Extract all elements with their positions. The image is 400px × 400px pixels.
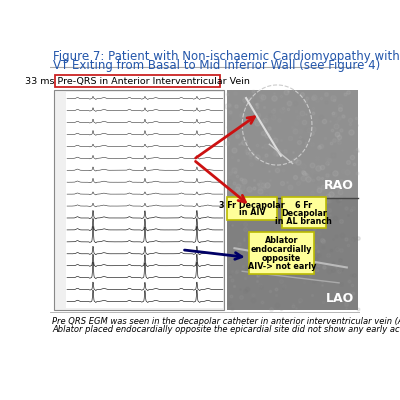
Text: Pre QRS EGM was seen in the decapolar catheter in anterior interventricular vein: Pre QRS EGM was seen in the decapolar ca… [52, 318, 400, 326]
Bar [227, 90, 358, 198]
FancyBboxPatch shape [282, 197, 326, 228]
Text: 6 Fr: 6 Fr [295, 201, 312, 210]
Bar [66, 92, 223, 308]
Text: Ablator: Ablator [265, 236, 298, 245]
FancyBboxPatch shape [228, 197, 277, 220]
FancyBboxPatch shape [249, 232, 314, 274]
Text: VT Exiting from Basal to Mid Inferior Wall (see Figure 4): VT Exiting from Basal to Mid Inferior Wa… [53, 59, 380, 72]
Text: Figure 7: Patient with Non-ischaemic Cardiomyopathy with: Figure 7: Patient with Non-ischaemic Car… [53, 50, 400, 63]
Text: 3 Fr Decapolar: 3 Fr Decapolar [219, 200, 285, 210]
Bar [54, 90, 224, 310]
Text: AIV-> not early: AIV-> not early [248, 262, 316, 271]
Text: LAO: LAO [326, 292, 354, 305]
FancyBboxPatch shape [56, 75, 220, 87]
Text: in AL branch: in AL branch [275, 217, 332, 226]
Bar [227, 198, 358, 310]
Text: endocardially: endocardially [251, 245, 312, 254]
Text: RAO: RAO [324, 179, 354, 192]
Text: 33 ms Pre-QRS in Anterior Interventricular Vein: 33 ms Pre-QRS in Anterior Interventricul… [25, 77, 250, 86]
Text: opposite: opposite [262, 254, 301, 263]
Text: in AIV: in AIV [239, 208, 266, 217]
Text: Ablator placed endocardially opposite the epicardial site did not show any early: Ablator placed endocardially opposite th… [52, 325, 400, 334]
Text: Decapolar: Decapolar [281, 209, 327, 218]
